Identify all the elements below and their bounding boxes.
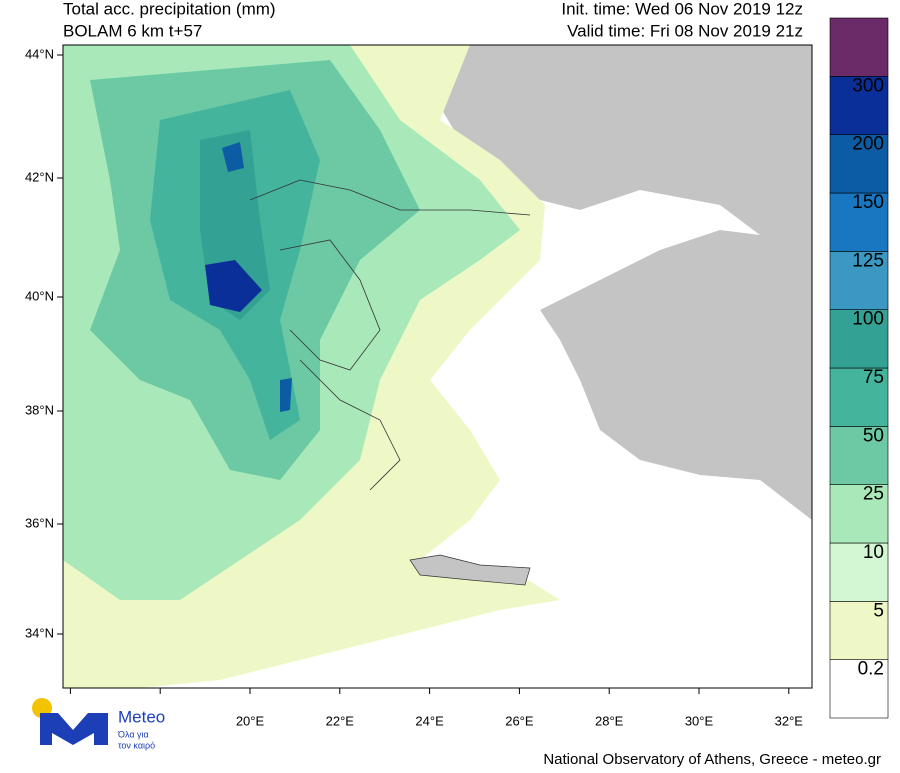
colorbar-box xyxy=(829,251,889,310)
colorbar-label: 10 xyxy=(863,542,884,563)
lon-label: 20°E xyxy=(236,713,265,728)
lon-label: 22°E xyxy=(326,713,355,728)
colorbar-label: 0.2 xyxy=(858,659,884,680)
map-area xyxy=(62,44,813,689)
valid-time: Valid time: Fri 08 Nov 2019 21z xyxy=(567,21,803,40)
logo-tagline: τον καιρό xyxy=(118,740,155,750)
colorbar-box xyxy=(829,367,889,427)
colorbar-box xyxy=(829,17,889,77)
init-time: Init. time: Wed 06 Nov 2019 12z xyxy=(561,0,803,18)
logo: Meteo Όλα για τον καιρό xyxy=(32,698,165,750)
lon-label: 26°E xyxy=(505,713,534,728)
colorbar-box xyxy=(829,542,889,602)
logo-mark xyxy=(40,713,108,745)
lat-label: 34°N xyxy=(25,625,54,640)
land-east xyxy=(430,45,812,520)
lon-label: 24°E xyxy=(415,713,444,728)
colorbar-box xyxy=(829,426,889,485)
lon-label: 28°E xyxy=(595,713,624,728)
precip-max xyxy=(205,260,262,312)
colorbar-label: 200 xyxy=(852,134,884,155)
footer: National Observatory of Athens, Greece -… xyxy=(543,751,881,768)
lat-label: 42°N xyxy=(25,169,54,184)
colorbar-box xyxy=(829,192,889,252)
colorbar-label: 125 xyxy=(852,250,884,271)
colorbar-label: 25 xyxy=(863,484,884,505)
title: Total acc. precipitation (mm) xyxy=(63,0,276,18)
logo-tagline: Όλα για xyxy=(117,729,149,739)
colorbar-box xyxy=(829,659,889,719)
lat-label: 36°N xyxy=(25,515,54,530)
precip-max-south xyxy=(280,378,292,412)
model-label: BOLAM 6 km t+57 xyxy=(63,21,202,40)
colorbar-box xyxy=(829,134,889,194)
colorbar-label: 150 xyxy=(852,192,884,213)
lat-label: 44°N xyxy=(25,46,54,61)
colorbar-label: 300 xyxy=(852,75,884,96)
crete xyxy=(409,554,531,586)
map-frame xyxy=(62,44,813,689)
colorbar-box xyxy=(829,601,889,660)
borders xyxy=(249,179,531,491)
lat-label: 40°N xyxy=(25,288,54,303)
lon-label: 32°E xyxy=(775,713,804,728)
logo-name: Meteo xyxy=(118,707,165,726)
precip-max-north xyxy=(222,142,244,172)
colorbar-label: 75 xyxy=(863,367,884,388)
colorbar-label: 50 xyxy=(863,425,884,446)
lat-label: 38°N xyxy=(25,402,54,417)
colorbar-box xyxy=(829,309,889,369)
lon-label: 30°E xyxy=(685,713,714,728)
colorbar-box xyxy=(829,76,889,135)
colorbar-label: 5 xyxy=(873,600,884,621)
colorbar-label: 100 xyxy=(852,309,884,330)
